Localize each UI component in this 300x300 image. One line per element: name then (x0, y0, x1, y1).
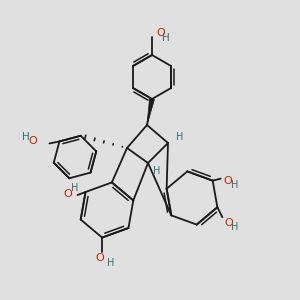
Text: H: H (107, 258, 115, 268)
Text: H: H (71, 183, 79, 193)
Text: H: H (231, 222, 239, 232)
Text: O: O (156, 28, 165, 38)
Text: O: O (64, 189, 73, 199)
Text: O: O (224, 176, 233, 186)
Polygon shape (147, 98, 154, 125)
Text: O: O (29, 136, 38, 146)
Text: H: H (162, 33, 170, 43)
Text: H: H (22, 132, 29, 142)
Text: O: O (224, 218, 233, 228)
Text: H: H (231, 180, 238, 190)
Text: O: O (96, 253, 104, 262)
Text: H: H (176, 132, 183, 142)
Text: H: H (153, 166, 160, 176)
